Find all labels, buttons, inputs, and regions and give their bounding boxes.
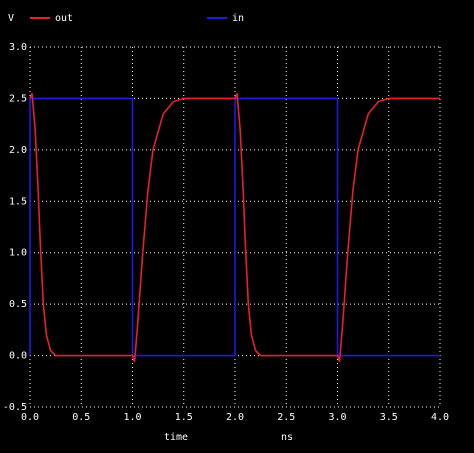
legend-label: in (232, 13, 244, 24)
x-tick-label: 2.5 (277, 412, 295, 423)
x-tick-label: 4.0 (431, 412, 449, 423)
y-tick-label: 2.5 (9, 93, 27, 104)
y-tick-label: 0.0 (9, 351, 27, 362)
y-tick-label: 0.5 (9, 299, 27, 310)
x-tick-label: 0.5 (72, 412, 90, 423)
y-tick-label: 1.0 (9, 248, 27, 259)
legend-label: out (55, 13, 73, 24)
x-tick-label: 2.0 (226, 412, 244, 423)
x-tick-label: 0.0 (21, 412, 39, 423)
series-line (29, 97, 440, 357)
x-tick-label: 1.5 (175, 412, 193, 423)
y-tick-label: 3.0 (9, 42, 27, 53)
y-tick-label: -0.5 (3, 402, 27, 413)
y-axis-label: V (8, 13, 14, 24)
x-axis-unit: ns (281, 432, 293, 443)
y-tick-label: 2.0 (9, 145, 27, 156)
x-axis-label: time (164, 432, 188, 443)
x-tick-label: 3.0 (328, 412, 346, 423)
series-line (29, 92, 440, 362)
x-tick-label: 3.5 (380, 412, 398, 423)
y-tick-label: 1.5 (9, 196, 27, 207)
x-tick-label: 1.0 (123, 412, 141, 423)
